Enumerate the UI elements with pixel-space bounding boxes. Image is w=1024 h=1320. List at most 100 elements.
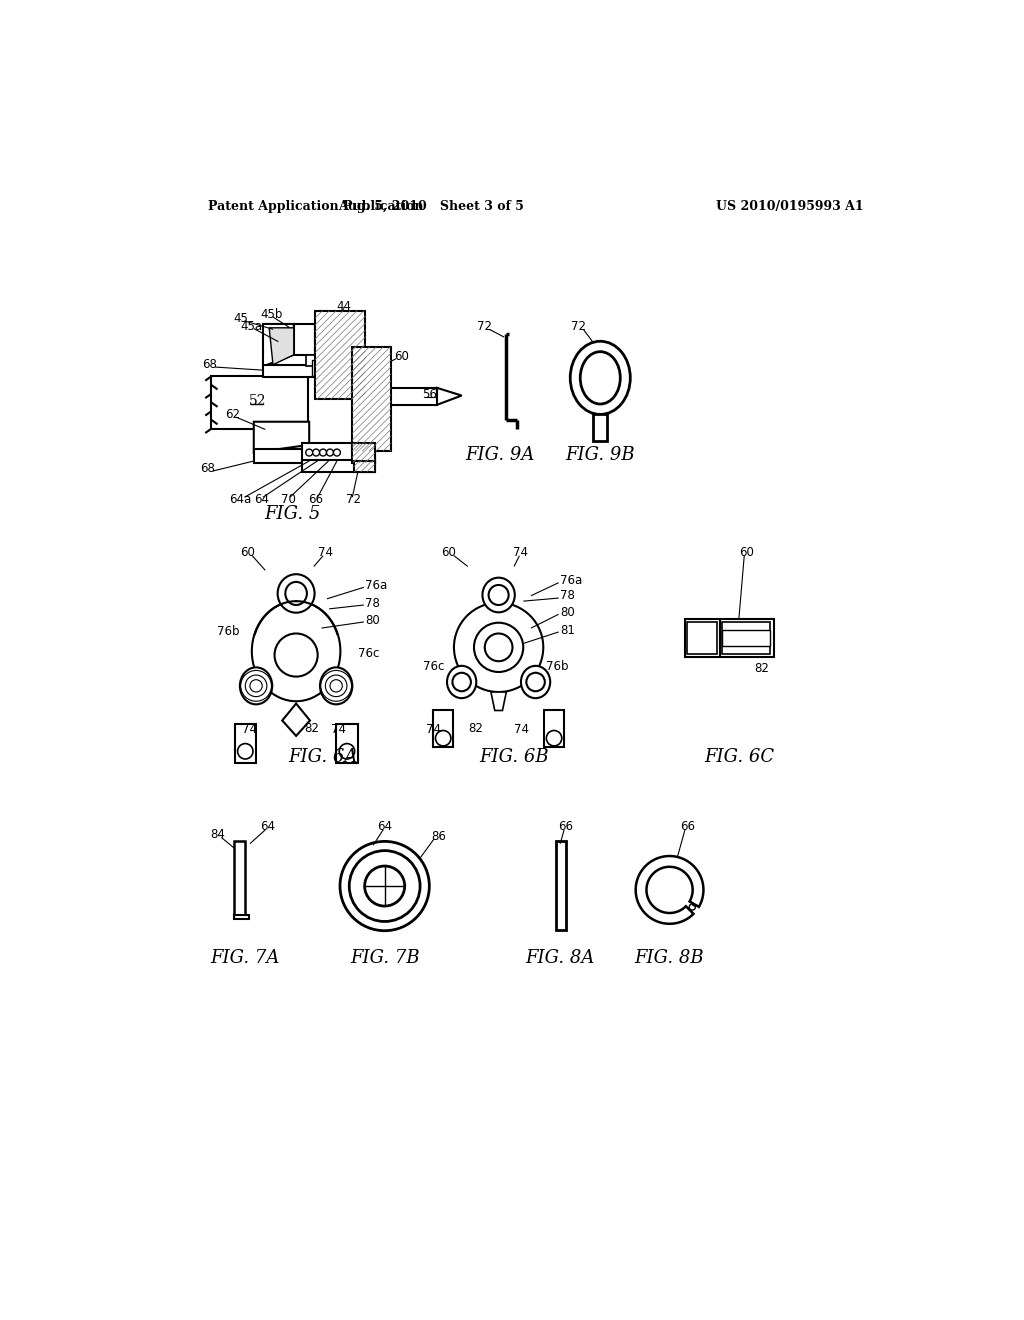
Text: 72: 72 <box>477 319 493 333</box>
Ellipse shape <box>252 601 340 701</box>
Circle shape <box>319 449 327 455</box>
Text: FIG. 7A: FIG. 7A <box>210 949 280 966</box>
Bar <box>315 312 366 400</box>
Text: FIG. 9B: FIG. 9B <box>565 446 635 463</box>
Text: 64: 64 <box>260 820 275 833</box>
Text: 82: 82 <box>755 663 769 676</box>
Bar <box>593 414 607 441</box>
Text: 66: 66 <box>680 820 694 833</box>
Text: 82: 82 <box>468 722 483 735</box>
Bar <box>352 347 391 451</box>
Text: 76b: 76b <box>547 660 569 673</box>
Circle shape <box>454 603 544 692</box>
Text: 60: 60 <box>739 546 754 560</box>
Ellipse shape <box>240 668 272 705</box>
Text: 60: 60 <box>441 546 456 560</box>
Text: 64: 64 <box>377 820 392 833</box>
Text: FIG. 5: FIG. 5 <box>264 506 321 523</box>
Circle shape <box>484 634 512 661</box>
Bar <box>556 841 565 929</box>
Text: 45b: 45b <box>260 308 283 321</box>
Circle shape <box>238 743 253 759</box>
Bar <box>687 622 717 655</box>
Bar <box>234 725 256 763</box>
Text: 72: 72 <box>571 319 586 333</box>
Text: FIG. 6A: FIG. 6A <box>289 748 357 767</box>
Text: 74: 74 <box>514 723 529 737</box>
Polygon shape <box>269 327 294 364</box>
Text: FIG. 9A: FIG. 9A <box>466 446 535 463</box>
Circle shape <box>365 866 404 906</box>
Circle shape <box>312 449 319 455</box>
Bar <box>233 915 249 919</box>
Text: 74: 74 <box>426 723 440 737</box>
Text: 45: 45 <box>233 312 248 325</box>
Polygon shape <box>294 323 315 355</box>
Polygon shape <box>263 323 294 367</box>
Ellipse shape <box>319 668 352 705</box>
Text: 70: 70 <box>281 492 296 506</box>
Bar <box>263 364 355 378</box>
Text: 56: 56 <box>422 388 437 401</box>
Circle shape <box>547 730 562 746</box>
Text: 72: 72 <box>346 492 361 506</box>
Ellipse shape <box>581 351 621 404</box>
Text: 45a: 45a <box>241 319 262 333</box>
Bar <box>433 710 454 747</box>
Circle shape <box>334 449 340 455</box>
Circle shape <box>339 743 354 759</box>
Text: 80: 80 <box>366 614 380 627</box>
Circle shape <box>274 634 317 677</box>
Bar <box>306 355 317 366</box>
Ellipse shape <box>570 342 631 414</box>
Circle shape <box>349 850 420 921</box>
Bar <box>354 461 375 471</box>
Text: 74: 74 <box>331 723 346 737</box>
Ellipse shape <box>286 582 307 605</box>
Bar <box>722 622 770 655</box>
Text: 78: 78 <box>366 597 380 610</box>
Text: Patent Application Publication: Patent Application Publication <box>208 199 423 213</box>
Text: 84: 84 <box>210 828 225 841</box>
Text: FIG. 6C: FIG. 6C <box>703 748 774 767</box>
Text: 78: 78 <box>560 589 575 602</box>
Text: US 2010/0195993 A1: US 2010/0195993 A1 <box>716 199 863 213</box>
Text: 76a: 76a <box>366 579 388 593</box>
Text: 68: 68 <box>203 358 217 371</box>
Text: 74: 74 <box>243 723 257 737</box>
Bar <box>233 841 246 919</box>
Text: 76c: 76c <box>357 647 379 660</box>
Text: 80: 80 <box>560 606 574 619</box>
Circle shape <box>526 673 545 692</box>
Circle shape <box>474 623 523 672</box>
Text: 74: 74 <box>317 546 333 560</box>
Polygon shape <box>283 704 310 737</box>
Text: 44: 44 <box>336 300 351 313</box>
Bar <box>722 631 770 645</box>
Ellipse shape <box>482 578 515 612</box>
Text: 66: 66 <box>558 820 573 833</box>
Circle shape <box>692 900 698 906</box>
Bar <box>356 358 362 442</box>
Text: 52: 52 <box>249 393 266 408</box>
Text: 64: 64 <box>254 492 269 506</box>
Circle shape <box>327 449 334 455</box>
Text: FIG. 6B: FIG. 6B <box>479 748 549 767</box>
Text: 68: 68 <box>200 462 215 475</box>
Text: 64a: 64a <box>229 492 252 506</box>
Ellipse shape <box>447 665 476 698</box>
Text: FIG. 7B: FIG. 7B <box>350 949 420 966</box>
Bar <box>336 725 357 763</box>
Text: FIG. 8A: FIG. 8A <box>525 949 595 966</box>
Circle shape <box>453 673 471 692</box>
Bar <box>376 388 437 405</box>
Bar <box>685 619 773 657</box>
Text: 60: 60 <box>241 546 255 560</box>
Text: 82: 82 <box>304 722 318 735</box>
Bar <box>211 376 307 429</box>
Polygon shape <box>254 422 309 453</box>
Circle shape <box>488 585 509 605</box>
Circle shape <box>435 730 451 746</box>
Text: 81: 81 <box>560 624 575 638</box>
Text: 76c: 76c <box>423 660 444 673</box>
